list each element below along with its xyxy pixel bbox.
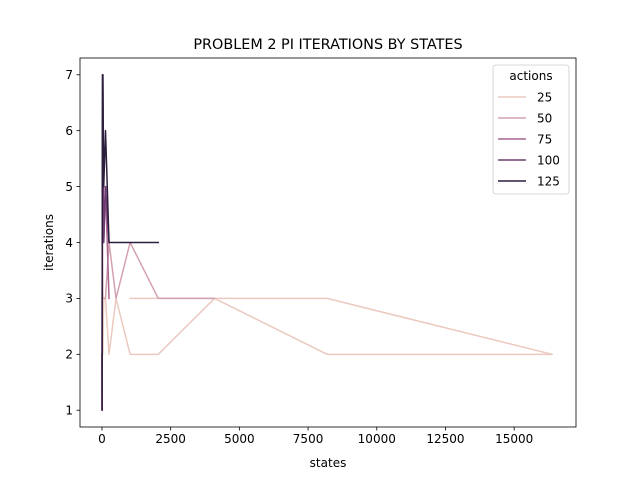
legend-label: 75 — [537, 132, 552, 146]
legend-label: 50 — [537, 111, 552, 125]
x-tick-label: 12500 — [426, 432, 464, 446]
legend-label: 100 — [537, 153, 560, 167]
x-tick-label: 5000 — [224, 432, 255, 446]
legend-title: actions — [509, 69, 552, 83]
x-axis-label: states — [310, 456, 347, 470]
legend-label: 125 — [537, 174, 560, 188]
legend: actions 25 50 75 100 125 — [492, 64, 570, 195]
x-tick-label: 2500 — [155, 432, 186, 446]
x-tick-label: 10000 — [358, 432, 396, 446]
x-tick-label: 7500 — [293, 432, 324, 446]
legend-items: 25 50 75 100 125 — [498, 90, 560, 188]
plot-lines — [101, 74, 553, 411]
series-line-25 — [101, 297, 553, 411]
y-tick-label: 3 — [65, 292, 73, 306]
y-tick-label: 5 — [65, 180, 73, 194]
y-axis: 1 2 3 4 5 6 7 — [65, 68, 80, 418]
chart-title: PROBLEM 2 PI ITERATIONS BY STATES — [193, 37, 462, 53]
y-axis-label: iterations — [42, 214, 56, 271]
y-tick-label: 7 — [65, 68, 73, 82]
series-line-125 — [101, 74, 160, 411]
y-tick-label: 1 — [65, 404, 73, 418]
x-axis: 0 2500 5000 7500 10000 12500 15000 — [98, 427, 533, 446]
legend-label: 25 — [537, 90, 552, 104]
series-line-50 — [101, 241, 216, 411]
y-tick-label: 6 — [65, 124, 73, 138]
x-tick-label: 0 — [98, 432, 106, 446]
y-tick-label: 2 — [65, 348, 73, 362]
x-tick-label: 15000 — [495, 432, 533, 446]
y-tick-label: 4 — [65, 236, 73, 250]
